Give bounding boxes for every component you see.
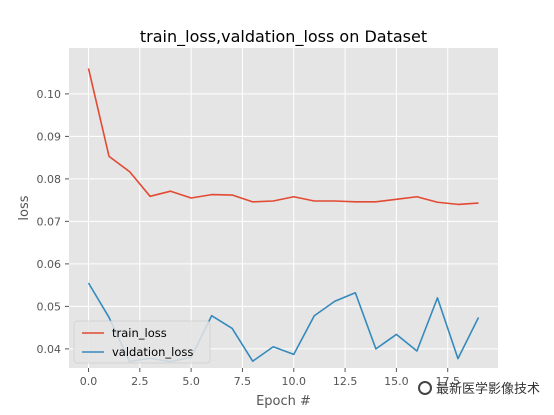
x-tick-label: 10.0 <box>282 375 307 388</box>
x-tick-label: 7.5 <box>234 375 252 388</box>
watermark: 最新医学影像技术 <box>417 378 540 397</box>
y-tick-label: 0.10 <box>37 88 62 101</box>
legend-label-train: train_loss <box>112 326 167 340</box>
y-tick-label: 0.07 <box>37 215 62 228</box>
legend: train_loss valdation_loss <box>73 320 211 364</box>
x-tick-label: 17.5 <box>435 375 460 388</box>
y-tick-label: 0.08 <box>37 173 62 186</box>
y-axis-label: loss <box>17 195 32 220</box>
x-tick-label: 2.5 <box>131 375 149 388</box>
watermark-text: 最新医学影像技术 <box>435 382 540 397</box>
wechat-icon <box>417 380 432 395</box>
x-axis: 0.0 2.5 5.0 7.5 10.0 12.5 15.0 17.5 <box>80 368 460 388</box>
x-axis-label: Epoch # <box>256 394 311 409</box>
x-tick-label: 12.5 <box>333 375 358 388</box>
y-tick-label: 0.04 <box>37 343 62 356</box>
chart-title: train_loss,valdation_loss on Dataset <box>140 27 427 47</box>
x-tick-label: 0.0 <box>80 375 98 388</box>
y-tick-label: 0.09 <box>37 130 62 143</box>
x-tick-label: 15.0 <box>384 375 409 388</box>
y-axis: 0.04 0.05 0.06 0.07 0.08 0.09 0.10 <box>37 88 69 356</box>
y-tick-label: 0.06 <box>37 258 62 271</box>
x-tick-label: 5.0 <box>182 375 200 388</box>
legend-label-validation: valdation_loss <box>112 345 193 359</box>
y-tick-label: 0.05 <box>37 300 62 313</box>
grid <box>69 48 498 368</box>
plot-area <box>69 48 498 368</box>
series-line-train-loss <box>87 68 479 206</box>
legend-box <box>73 320 211 364</box>
